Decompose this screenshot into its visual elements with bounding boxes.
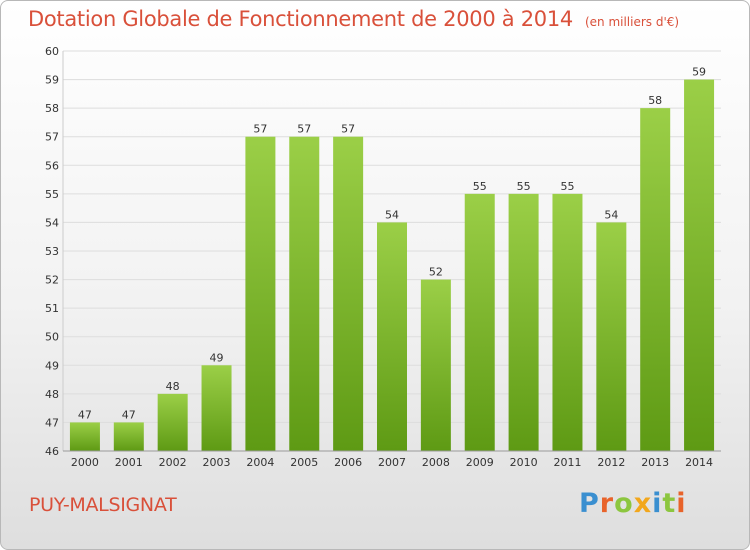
x-tick-label: 2012	[597, 456, 625, 469]
data-label: 57	[341, 123, 355, 136]
data-label: 55	[517, 180, 531, 193]
y-tick-label: 52	[45, 274, 59, 287]
logo-letter: r	[599, 488, 615, 519]
x-tick-label: 2009	[466, 456, 494, 469]
commune-name: PUY-MALSIGNAT	[29, 494, 177, 516]
logo-letter: P	[579, 488, 600, 519]
bar-2007	[377, 222, 407, 451]
bar-2004	[245, 136, 276, 451]
chart-title: Dotation Globale de Fonctionnement de 20…	[28, 7, 573, 31]
y-tick-label: 51	[45, 302, 59, 315]
x-tick-label: 2010	[510, 456, 538, 469]
y-tick-label: 60	[45, 45, 59, 58]
y-tick-label: 59	[45, 74, 59, 87]
x-tick-label: 2003	[203, 456, 231, 469]
logo-letter: i	[652, 488, 663, 519]
data-label: 58	[648, 94, 662, 107]
x-tick-label: 2005	[290, 456, 318, 469]
x-tick-label: 2001	[115, 456, 143, 469]
logo-letter: i	[676, 488, 687, 519]
bar-2005	[289, 136, 320, 451]
y-tick-label: 57	[45, 131, 59, 144]
data-label: 54	[604, 208, 618, 221]
data-label: 55	[560, 180, 574, 193]
y-tick-label: 46	[45, 445, 59, 458]
chart-title-block: Dotation Globale de Fonctionnement de 20…	[28, 7, 679, 31]
y-tick-label: 48	[45, 388, 59, 401]
chart-unit: (en milliers d'€)	[584, 15, 680, 29]
data-label: 47	[122, 408, 136, 421]
y-tick-label: 55	[45, 188, 59, 201]
x-tick-label: 2008	[422, 456, 450, 469]
bar-2003	[201, 365, 232, 451]
data-label: 57	[297, 123, 311, 136]
logo-letter: o	[614, 488, 634, 519]
data-label: 57	[253, 123, 267, 136]
bar-2013	[640, 108, 671, 452]
bar-2002	[157, 393, 188, 451]
y-tick-label: 49	[45, 359, 59, 372]
logo-letter: t	[662, 488, 677, 519]
proxiti-logo[interactable]: Proxiti	[579, 488, 687, 519]
x-tick-label: 2006	[334, 456, 362, 469]
bar-2014	[684, 79, 715, 452]
x-tick-label: 2000	[71, 456, 99, 469]
y-tick-label: 56	[45, 159, 59, 172]
x-axis: 2000 2001 2002 2003 2004 2005 2006 2007 2008 2009…	[63, 450, 721, 469]
bar-2009	[464, 193, 495, 451]
data-label: 54	[385, 208, 399, 221]
bar-2011	[552, 193, 583, 451]
bar-2001	[113, 422, 144, 451]
y-tick-label: 50	[45, 331, 59, 344]
logo-letter: x	[633, 488, 653, 519]
y-axis: 46 47 48 49 50 51 52 53 54 55 56 57 58 59 60	[45, 45, 64, 458]
bar-2012	[596, 222, 627, 451]
y-tick-label: 54	[45, 216, 59, 229]
data-label: 48	[166, 380, 180, 393]
data-label: 59	[692, 66, 706, 79]
bar-2006	[333, 136, 364, 451]
x-tick-label: 2014	[685, 456, 713, 469]
data-label: 52	[429, 266, 443, 279]
y-tick-label: 47	[45, 416, 59, 429]
x-tick-label: 2004	[246, 456, 274, 469]
bar-2008	[420, 279, 451, 451]
x-tick-label: 2007	[378, 456, 406, 469]
x-tick-label: 2011	[553, 456, 581, 469]
data-label: 47	[78, 408, 92, 421]
y-tick-label: 53	[45, 245, 59, 258]
data-label: 55	[473, 180, 487, 193]
x-tick-label: 2002	[159, 456, 187, 469]
x-tick-label: 2013	[641, 456, 669, 469]
bars: 47 47 48 49 57 57 57 54 52 55 55 55 54 58 59	[69, 66, 715, 452]
y-tick-label: 58	[45, 102, 59, 115]
bar-2010	[508, 193, 539, 451]
bar-2000	[69, 422, 100, 451]
data-label: 49	[210, 351, 224, 364]
